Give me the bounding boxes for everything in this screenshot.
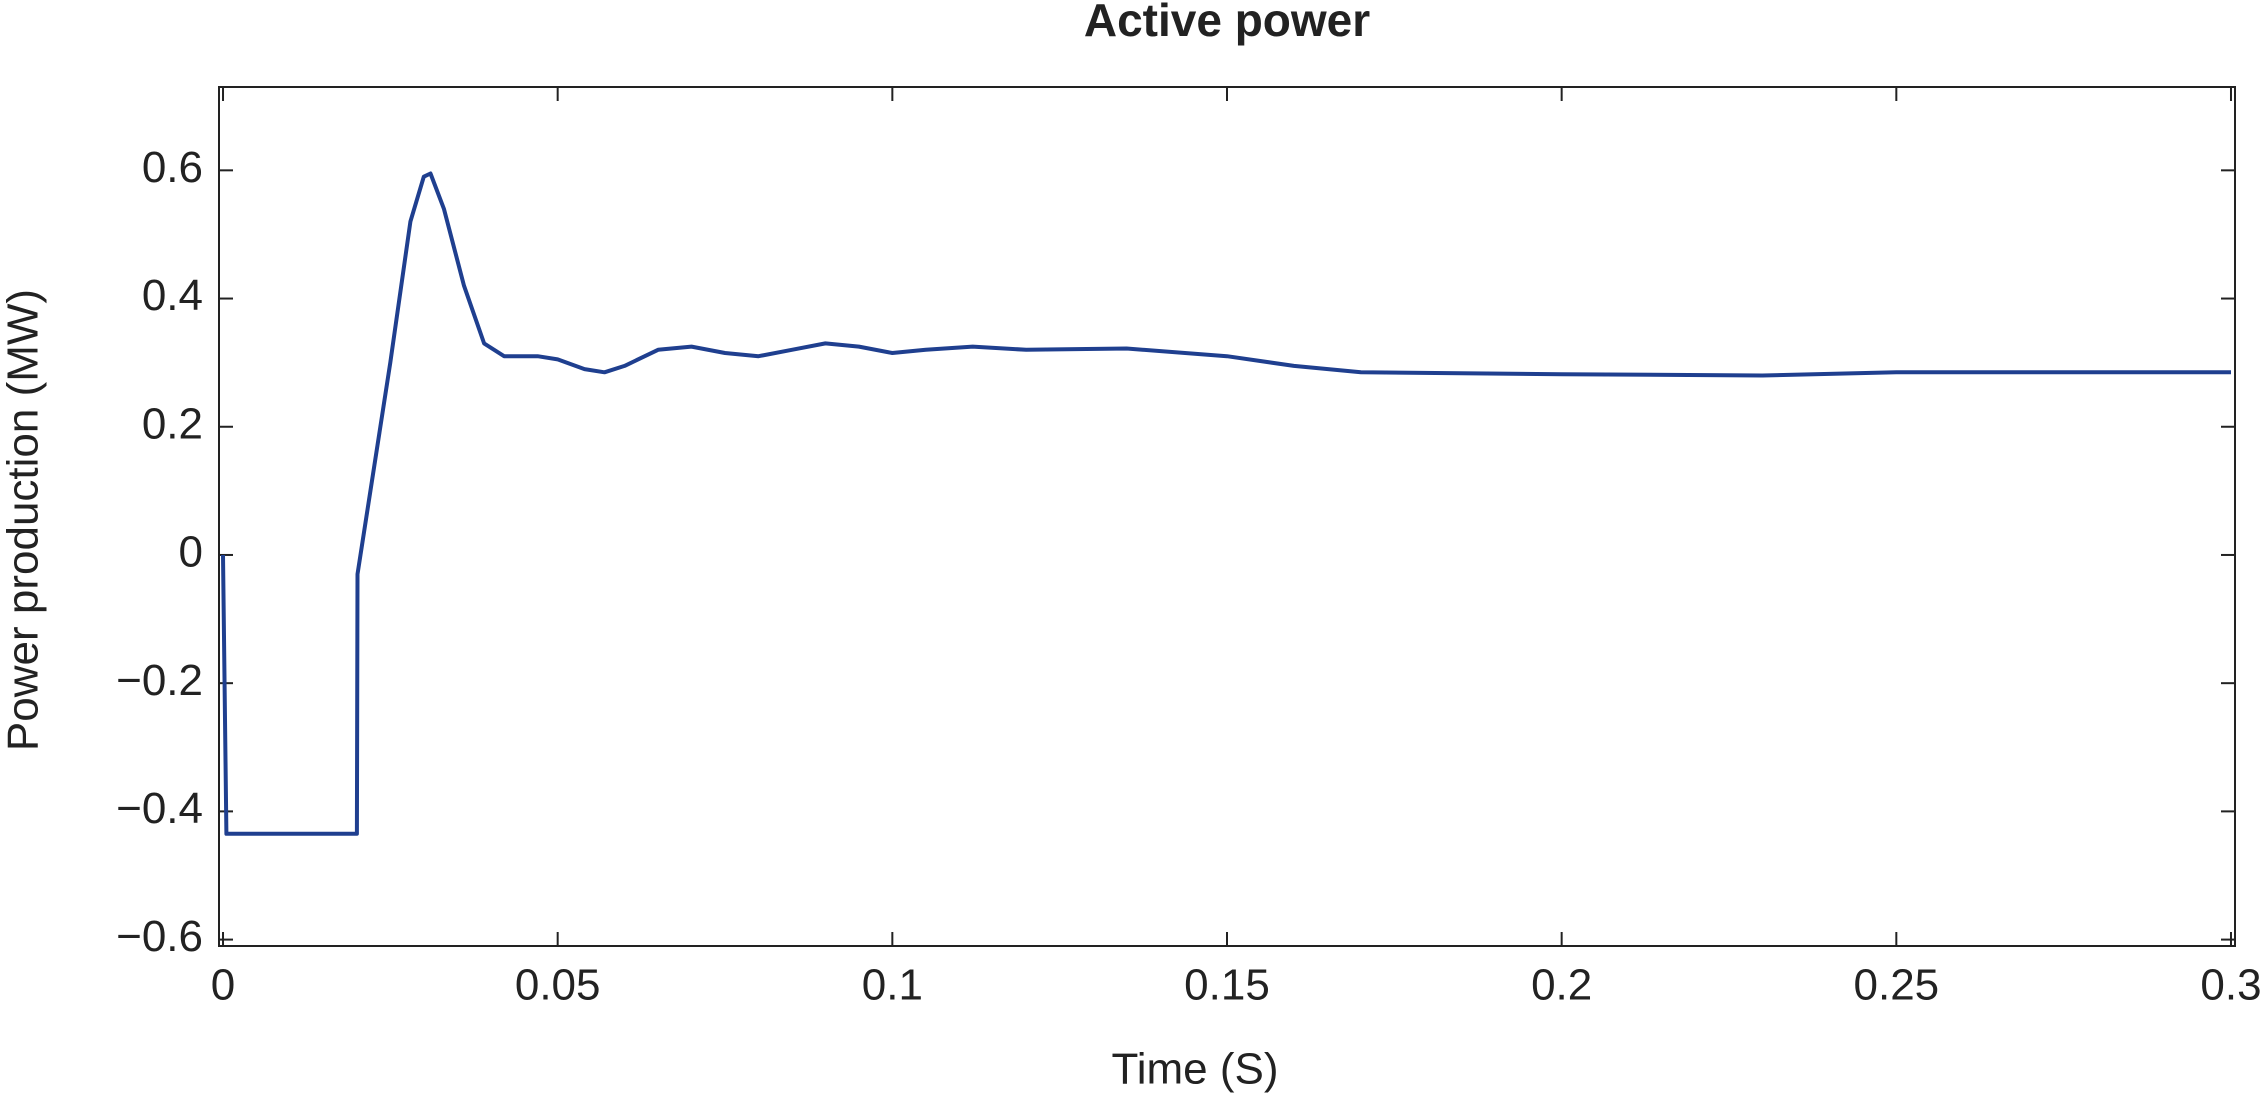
y-tick-label: −0.6 <box>116 912 203 961</box>
data-line <box>221 171 2231 836</box>
chart-title: Active power <box>1084 0 1370 46</box>
x-tick-label: 0 <box>211 961 235 1010</box>
plot-frame <box>218 86 2236 947</box>
x-tick-label: 0.05 <box>515 961 601 1010</box>
x-tick-label: 0.15 <box>1184 961 1270 1010</box>
y-tick-label: −0.4 <box>116 784 203 833</box>
x-axis-label: Time (S) <box>1111 1045 1278 1094</box>
x-tick-label: 0.25 <box>1854 961 1940 1010</box>
x-tick-label: 0.3 <box>2200 961 2261 1010</box>
y-tick-label: −0.2 <box>116 656 203 705</box>
y-tick-label: 0 <box>179 528 203 577</box>
x-tick-label: 0.1 <box>862 961 923 1010</box>
y-tick-label: 0.6 <box>142 143 203 192</box>
x-tick-label: 0.2 <box>1531 961 1592 1010</box>
y-axis-label: Power production (MW) <box>0 289 48 751</box>
y-tick-label: 0.2 <box>142 399 203 448</box>
y-tick-label: 0.4 <box>142 271 203 320</box>
